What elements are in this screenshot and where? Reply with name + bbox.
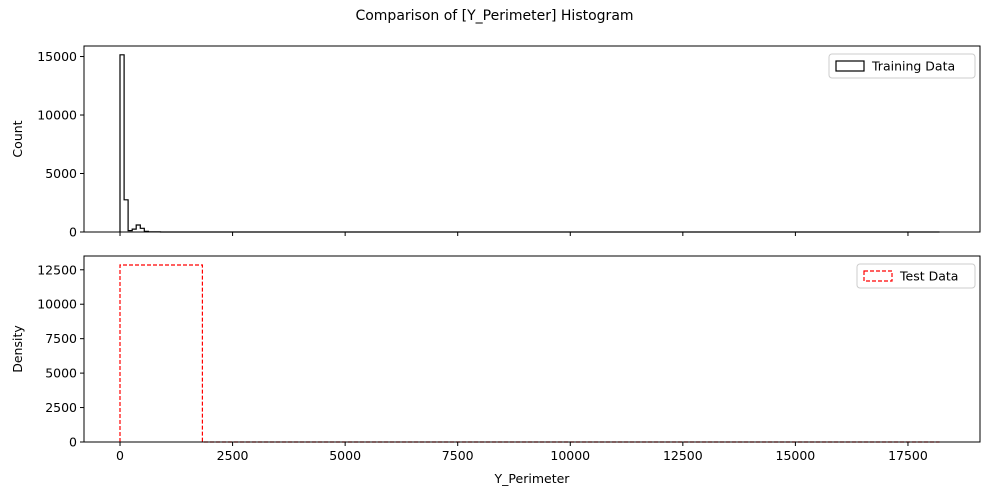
panel-2-axes-frame: [83, 255, 981, 443]
panel-1-y-tick-label-1: 5000: [45, 166, 77, 181]
panel-2-x-tick-label-5: 12500: [663, 448, 703, 463]
panel-2-y-tick-label-4: 10000: [37, 297, 77, 312]
panel-1-y-tick-label-3: 15000: [37, 49, 77, 64]
panel-2-histogram-bar-0: [120, 265, 202, 442]
panel-2-x-tick-label-7: 17500: [888, 448, 928, 463]
panel-2-x-tick-label-4: 10000: [550, 448, 590, 463]
panel-1-y-tick-label-0: 0: [69, 225, 77, 240]
panel-2-y-tick-label-5: 12500: [37, 262, 77, 277]
panel-1-legend-swatch: [835, 60, 865, 72]
panel-2-legend-swatch: [863, 270, 893, 282]
panel-1-histogram-steps: [119, 54, 940, 233]
panel-2-x-tick-label-2: 5000: [329, 448, 361, 463]
panel-2-y-axis-label: Density: [10, 325, 25, 373]
panel-1-histogram-bar-0: [120, 55, 124, 232]
panel-2-histogram-steps: [119, 264, 940, 443]
panel-2-x-tick-label-1: 2500: [217, 448, 249, 463]
panel-2-legend-box: [856, 263, 976, 289]
panel-2-y-tick-label-1: 2500: [45, 400, 77, 415]
panel-1-legend-box: [828, 53, 976, 79]
figure-title: Comparison of [Y_Perimeter] Histogram: [355, 8, 634, 24]
panel-2-x-tick-label-0: 0: [116, 448, 124, 463]
panel-1-y-tick-label-2: 10000: [37, 108, 77, 123]
panel-2-y-tick-label-2: 5000: [45, 366, 77, 381]
panel-2-x-axis-label: Y_Perimeter: [494, 471, 571, 486]
panel-2-x-tick-label-6: 15000: [776, 448, 816, 463]
panel-2-legend-label: Test Data: [899, 269, 958, 284]
panel-1-histogram-bar-4: [136, 225, 140, 232]
panel-2-y-tick-label-0: 0: [69, 435, 77, 450]
panel-1-legend-label: Training Data: [871, 59, 955, 74]
panel-1-axes-frame: [83, 45, 981, 233]
panel-1-y-axis-label: Count: [10, 120, 25, 157]
panel-2-x-tick-label-3: 7500: [442, 448, 474, 463]
panel-2-y-tick-label-3: 7500: [45, 331, 77, 346]
